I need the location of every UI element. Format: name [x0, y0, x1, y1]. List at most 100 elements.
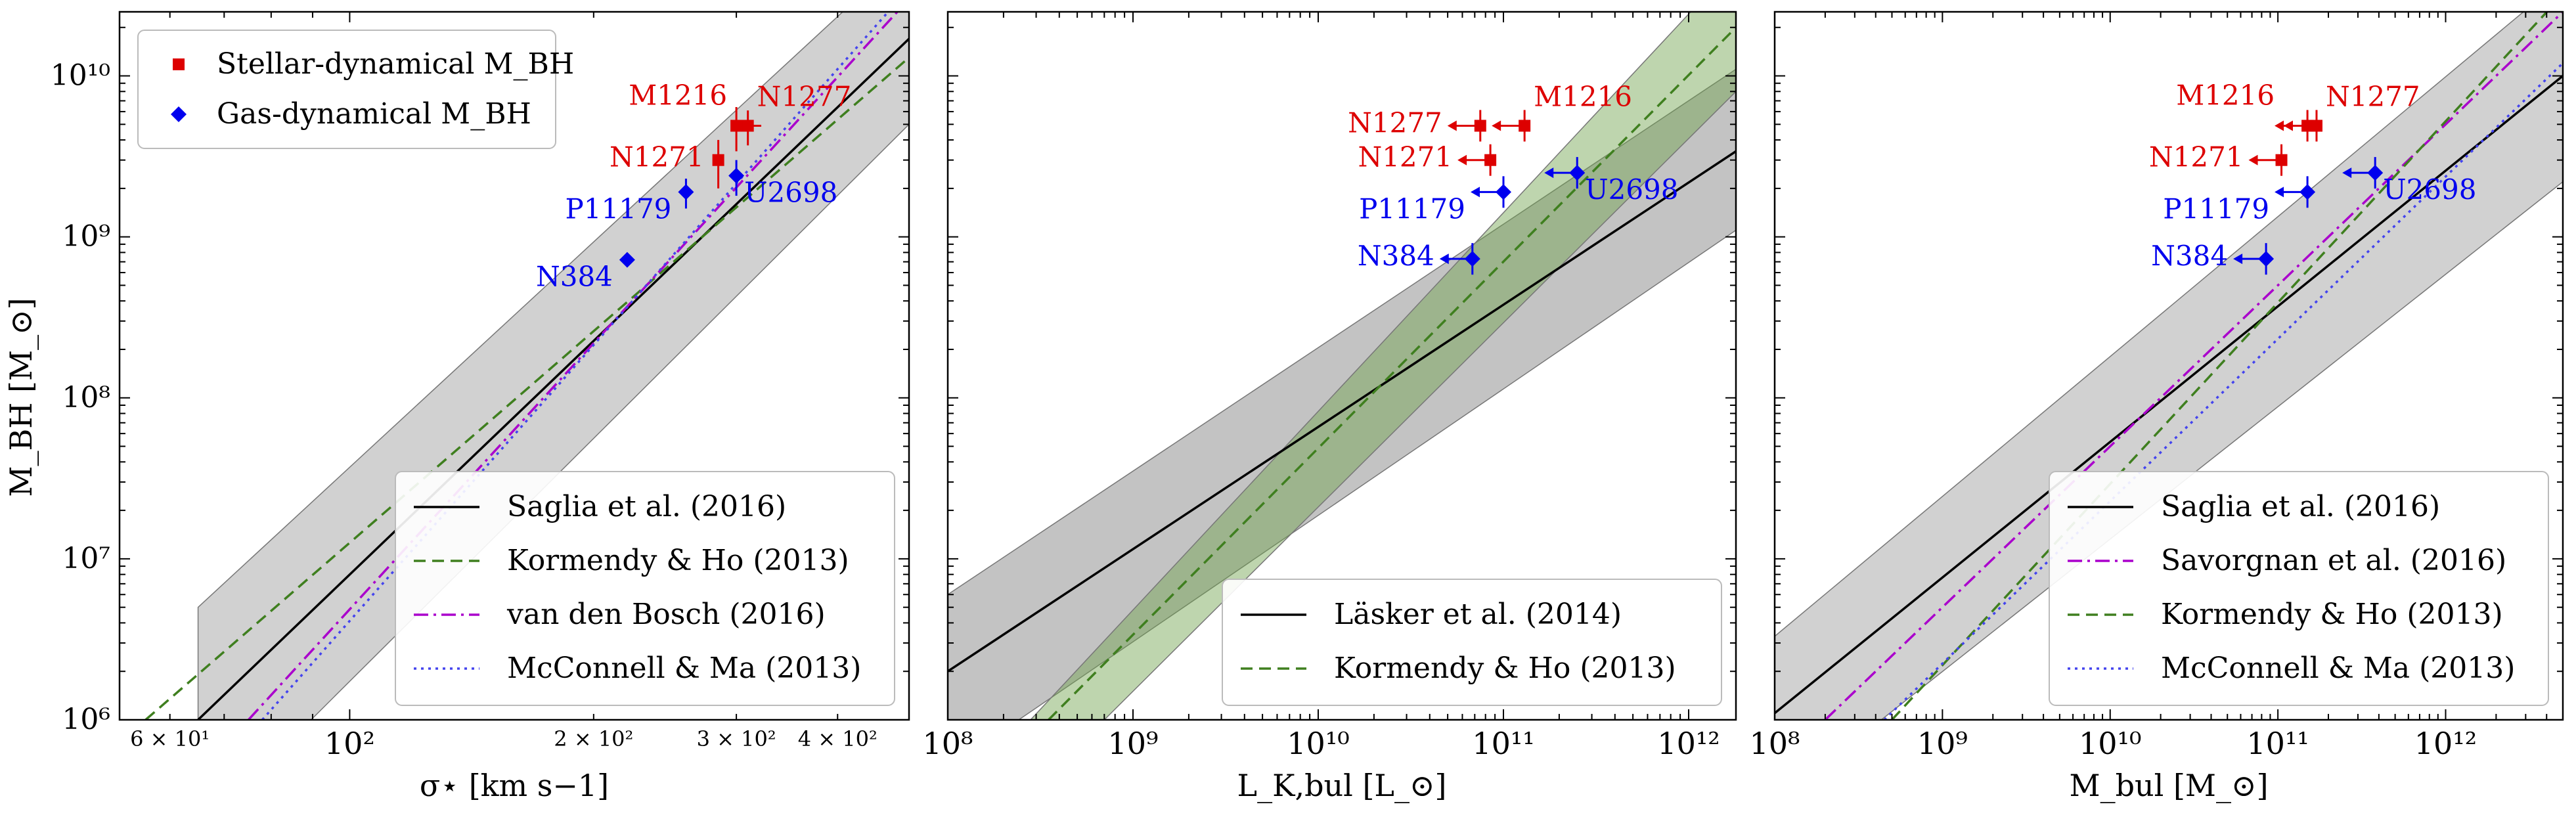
upper-limit-arrowhead [2275, 120, 2284, 131]
x-tick-label: 6 × 10¹ [130, 726, 210, 751]
legend-label: Kormendy & Ho (2013) [1334, 651, 1676, 685]
upper-limit-arrowhead [2248, 154, 2258, 166]
data-point [1519, 120, 1531, 132]
legend-label: van den Bosch (2016) [506, 598, 826, 631]
y-tick-label: 10⁷ [62, 542, 110, 575]
data-point [1474, 120, 1486, 132]
x-tick-label: 10¹² [2414, 726, 2477, 761]
legend-label: Savorgnan et al. (2016) [2161, 544, 2506, 577]
x-tick-label: 10¹² [1657, 726, 1720, 761]
x-tick-label: 10⁹ [1108, 726, 1159, 761]
relation-legend [2049, 471, 2549, 706]
x-tick-label: 10⁸ [923, 726, 973, 761]
scatter-band [1030, 12, 1736, 720]
point-label: M1216 [629, 79, 727, 111]
x-tick-label: 10⁹ [1917, 726, 1968, 761]
data-point [728, 167, 745, 184]
x-tick-label: 3 × 10² [697, 726, 776, 751]
upper-limit-arrowhead [1447, 120, 1457, 131]
x-axis-label: M_bul [M_⊙] [2069, 768, 2268, 803]
data-point [712, 154, 724, 166]
data-point [1569, 165, 1586, 181]
scatter-band [1775, 12, 2563, 720]
upper-limit-arrowhead [2233, 254, 2243, 265]
relation-line [1883, 62, 2563, 720]
y-axis-label: M_BH [M_⊙] [3, 298, 39, 497]
point-label: N1271 [610, 141, 704, 173]
point-label: U2698 [744, 176, 837, 208]
data-point [1464, 251, 1480, 267]
upper-limit-arrowhead [1457, 154, 1467, 166]
legend-marker [173, 58, 185, 70]
axes-frame [118, 11, 910, 721]
data-point [2299, 184, 2316, 200]
x-tick-label: 10¹¹ [1472, 726, 1534, 761]
data-point [678, 184, 694, 200]
data-point [619, 252, 635, 268]
legend-label: Läsker et al. (2014) [1334, 598, 1622, 631]
point-label: P11179 [2163, 192, 2269, 225]
legend-label: Kormendy & Ho (2013) [507, 544, 849, 577]
data-point [1496, 184, 1512, 200]
axes-frame [1773, 11, 2564, 721]
plot-area [948, 12, 1736, 720]
upper-limit-arrowhead [2275, 187, 2284, 198]
legend-marker [171, 106, 187, 122]
marker-legend [137, 30, 556, 149]
scatter-band [948, 68, 1736, 720]
x-tick-label: 2 × 10² [554, 726, 633, 751]
x-tick-label: 10¹¹ [2246, 726, 2309, 761]
relation-line [1775, 75, 2563, 715]
upper-limit-arrowhead [1492, 120, 1501, 131]
data-point [730, 120, 743, 132]
legend-label: Gas-dynamical M_BH [217, 97, 531, 131]
panels: N1277 M1216 N1271 U2698 P11179 N384 10⁶ 10⁷ 10⁸ 1… [51, 11, 2564, 803]
point-label: N384 [2151, 240, 2228, 272]
x-axis-label: σ⋆ [km s−1] [420, 768, 609, 803]
relation-line [197, 37, 909, 720]
data-point [2275, 154, 2288, 166]
point-label: N384 [536, 261, 613, 293]
point-label: N1277 [757, 80, 852, 112]
upper-limit-arrowhead [1544, 167, 1554, 179]
data-point [2310, 120, 2322, 132]
point-label: P11179 [1359, 192, 1465, 225]
point-label: N1271 [2149, 141, 2244, 173]
relation-line [948, 150, 1736, 673]
legend-label: McConnell & Ma (2013) [507, 651, 861, 685]
point-label: N384 [1358, 240, 1434, 272]
point-label: U2698 [2383, 173, 2476, 206]
x-axis-label: L_K,bul [L_⊙] [1237, 768, 1447, 803]
x-tick-label: 10¹⁰ [1287, 726, 1349, 761]
point-label: U2698 [1585, 173, 1678, 206]
panel-sigma: N1277 M1216 N1271 U2698 P11179 N384 10⁶ 10⁷ 10⁸ 1… [51, 11, 910, 803]
x-tick-label: 10⁸ [1750, 726, 1800, 761]
legend-label: McConnell & Ma (2013) [2161, 651, 2515, 685]
data-point [2258, 251, 2275, 267]
y-tick-label: 10⁸ [62, 381, 110, 414]
legend-label: Saglia et al. (2016) [507, 490, 786, 523]
panel-lum: N1277 M1216 N1271 U2698 P11179 N384 10⁸ 10⁹ 10¹⁰… [923, 11, 1737, 803]
x-tick-label: 4 × 10² [798, 726, 877, 751]
plot-area [144, 12, 909, 720]
x-tick-label: 10¹⁰ [2079, 726, 2141, 761]
point-label: M1216 [1534, 80, 1632, 112]
plot-area [1775, 12, 2563, 720]
upper-limit-arrowhead [1471, 187, 1480, 198]
relation-line [1824, 12, 2563, 720]
point-label: N1277 [2326, 80, 2420, 112]
data-point [1484, 154, 1497, 166]
upper-limit-arrowhead [2342, 167, 2352, 179]
point-label: N1271 [1358, 141, 1452, 173]
legend-label: Kormendy & Ho (2013) [2161, 598, 2503, 631]
relation-line [247, 12, 899, 720]
relation-legend [1222, 579, 1722, 706]
axes-frame [946, 11, 1737, 721]
upper-limit-arrowhead [1439, 254, 1449, 265]
relation-line [1048, 26, 1736, 720]
y-tick-label: 10⁶ [62, 703, 110, 736]
y-tick-label: 10⁹ [62, 220, 110, 254]
x-tick-label: 10² [324, 726, 375, 761]
legend-label: Saglia et al. (2016) [2161, 490, 2440, 523]
